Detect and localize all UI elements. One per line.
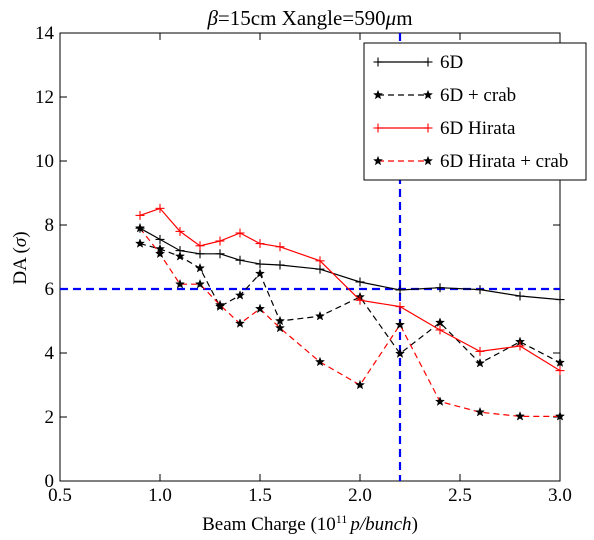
y-tick-label: 4 (45, 343, 55, 364)
x-tick-label: 2.5 (448, 485, 472, 506)
data-point (435, 325, 445, 335)
y-tick-label: 12 (35, 87, 54, 108)
data-point (514, 411, 526, 421)
data-point (555, 366, 565, 376)
chart-title: β=15cm Xangle=590μm (206, 6, 412, 30)
data-point (395, 302, 405, 312)
data-point (354, 379, 366, 390)
data-point (194, 262, 206, 273)
series-0 (135, 223, 565, 305)
y-tick-label: 6 (45, 279, 55, 300)
data-point (315, 264, 325, 274)
y-axis-label: DA (σ) (10, 231, 31, 284)
data-point (315, 256, 325, 266)
data-point (155, 203, 165, 213)
legend: 6D 6D + crab 6D Hirata 6D Hirata + crab (363, 42, 587, 181)
legend-marker (422, 155, 434, 166)
series-line (139, 243, 561, 364)
data-point (134, 238, 146, 248)
y-tick-label: 2 (45, 407, 55, 428)
data-point (275, 260, 285, 270)
data-point (214, 299, 226, 310)
data-point (194, 278, 206, 289)
plot-area (59, 32, 561, 482)
legend-label: 6D + crab (440, 85, 516, 106)
data-point (234, 290, 246, 300)
x-tick-label: 3.0 (548, 485, 572, 506)
data-point (155, 234, 165, 244)
y-tick-label: 8 (45, 215, 55, 236)
data-point (515, 291, 525, 301)
legend-box (363, 42, 587, 181)
data-point (234, 318, 246, 328)
plot-frame (59, 32, 561, 482)
data-point (275, 242, 285, 252)
data-point (355, 277, 365, 287)
y-tick-label: 0 (45, 471, 55, 492)
data-point (195, 249, 205, 259)
x-tick-label: 0.5 (48, 485, 72, 506)
legend-label: 6D Hirata + crab (440, 151, 568, 172)
x-axis-label: Beam Charge (1011 p/bunch) (202, 512, 418, 535)
data-point (395, 285, 405, 295)
x-tick-label: 1.0 (148, 485, 172, 506)
series-line (139, 227, 560, 417)
y-tick-label: 10 (35, 151, 54, 172)
data-point (135, 210, 145, 220)
series-1 (134, 238, 566, 368)
data-point (215, 236, 225, 246)
data-point (215, 249, 225, 259)
legend-marker (372, 155, 384, 166)
legend-label: 6D (440, 52, 463, 73)
data-point (434, 396, 446, 406)
data-point (254, 303, 266, 314)
legend-marker (373, 123, 383, 133)
data-point (174, 251, 186, 261)
data-point (394, 319, 406, 330)
data-point (355, 295, 365, 305)
series-group (134, 203, 566, 421)
legend-marker (422, 89, 434, 100)
data-point (314, 356, 326, 367)
data-point (554, 357, 566, 367)
data-point (154, 248, 166, 259)
data-point (175, 226, 185, 236)
data-point (475, 285, 485, 295)
data-point (435, 283, 445, 293)
x-tick-label: 1.5 (248, 485, 272, 506)
data-point (195, 241, 205, 251)
y-tick-label: 14 (35, 23, 55, 44)
data-point (254, 268, 266, 278)
data-point (474, 406, 486, 417)
data-point (555, 295, 565, 305)
x-tick-label: 2.0 (348, 485, 372, 506)
axis-ticks: 0.5 1.0 1.5 2.0 2.5 3.0 0 2 4 6 8 10 12 14 (35, 23, 572, 506)
data-point (475, 346, 485, 356)
data-point (235, 228, 245, 238)
series-3 (134, 222, 566, 421)
legend-label: 6D Hirata (440, 118, 516, 139)
data-point (554, 411, 566, 421)
legend-marker (423, 123, 433, 133)
data-point (474, 357, 486, 368)
data-point (274, 322, 286, 333)
legend-marker (423, 57, 433, 67)
data-point (255, 239, 265, 249)
data-point (255, 259, 265, 269)
data-point (235, 255, 245, 265)
data-point (515, 341, 525, 351)
legend-marker (372, 89, 384, 100)
series-2 (135, 203, 565, 376)
legend-marker (373, 57, 383, 67)
data-point (434, 317, 446, 327)
data-point (174, 278, 186, 289)
data-point (314, 310, 326, 321)
data-point (394, 348, 406, 358)
data-point (134, 222, 146, 233)
